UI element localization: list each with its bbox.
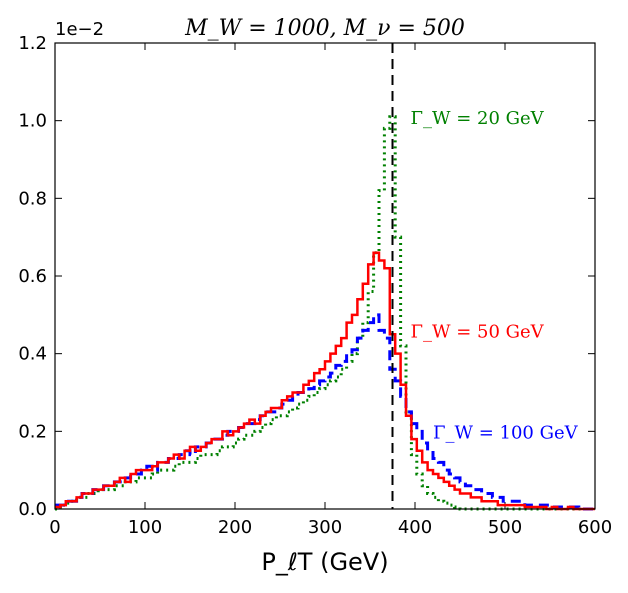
y-tick-label: 0.2 <box>18 421 47 442</box>
chart-title: M_W = 1000, M_ν = 500 <box>184 16 465 41</box>
plot-frame <box>54 42 596 510</box>
series-annotation: Γ_W = 20 GeV <box>411 108 545 129</box>
x-tick-label: 0 <box>49 517 60 538</box>
y-tick-label: 1.2 <box>18 33 47 54</box>
plot-background <box>55 43 595 509</box>
y-tick-label: 0.8 <box>18 188 47 209</box>
x-tick-label: 500 <box>488 517 522 538</box>
y-tick-label: 0.6 <box>18 266 47 287</box>
series-annotation: Γ_W = 50 GeV <box>411 321 545 342</box>
plot-area <box>55 43 595 509</box>
x-tick-label: 600 <box>578 517 612 538</box>
y-tick-label: 0.4 <box>18 344 47 365</box>
series-annotation: Γ_W = 100 GeV <box>433 422 579 443</box>
y-tick-label: 1.0 <box>18 111 47 132</box>
x-axis-label: P_ℓT (GeV) <box>261 548 388 576</box>
series-line-1 <box>55 251 595 511</box>
x-tick-label: 100 <box>128 517 162 538</box>
series-layer <box>54 42 596 511</box>
x-tick-label: 300 <box>308 517 342 538</box>
y-axis-offset-label: 1e−2 <box>55 19 104 40</box>
axis-ticks: 0 100 200 300 400 500 600 0.0 0.2 0.4 0.6 0.8 1.0 1.2 <box>18 33 612 538</box>
series-annotations: Γ_W = 20 GeV Γ_W = 50 GeV Γ_W = 100 GeV <box>411 108 579 444</box>
y-tick-label: 0.0 <box>18 499 47 520</box>
x-tick-label: 200 <box>218 517 252 538</box>
x-tick-label: 400 <box>398 517 432 538</box>
